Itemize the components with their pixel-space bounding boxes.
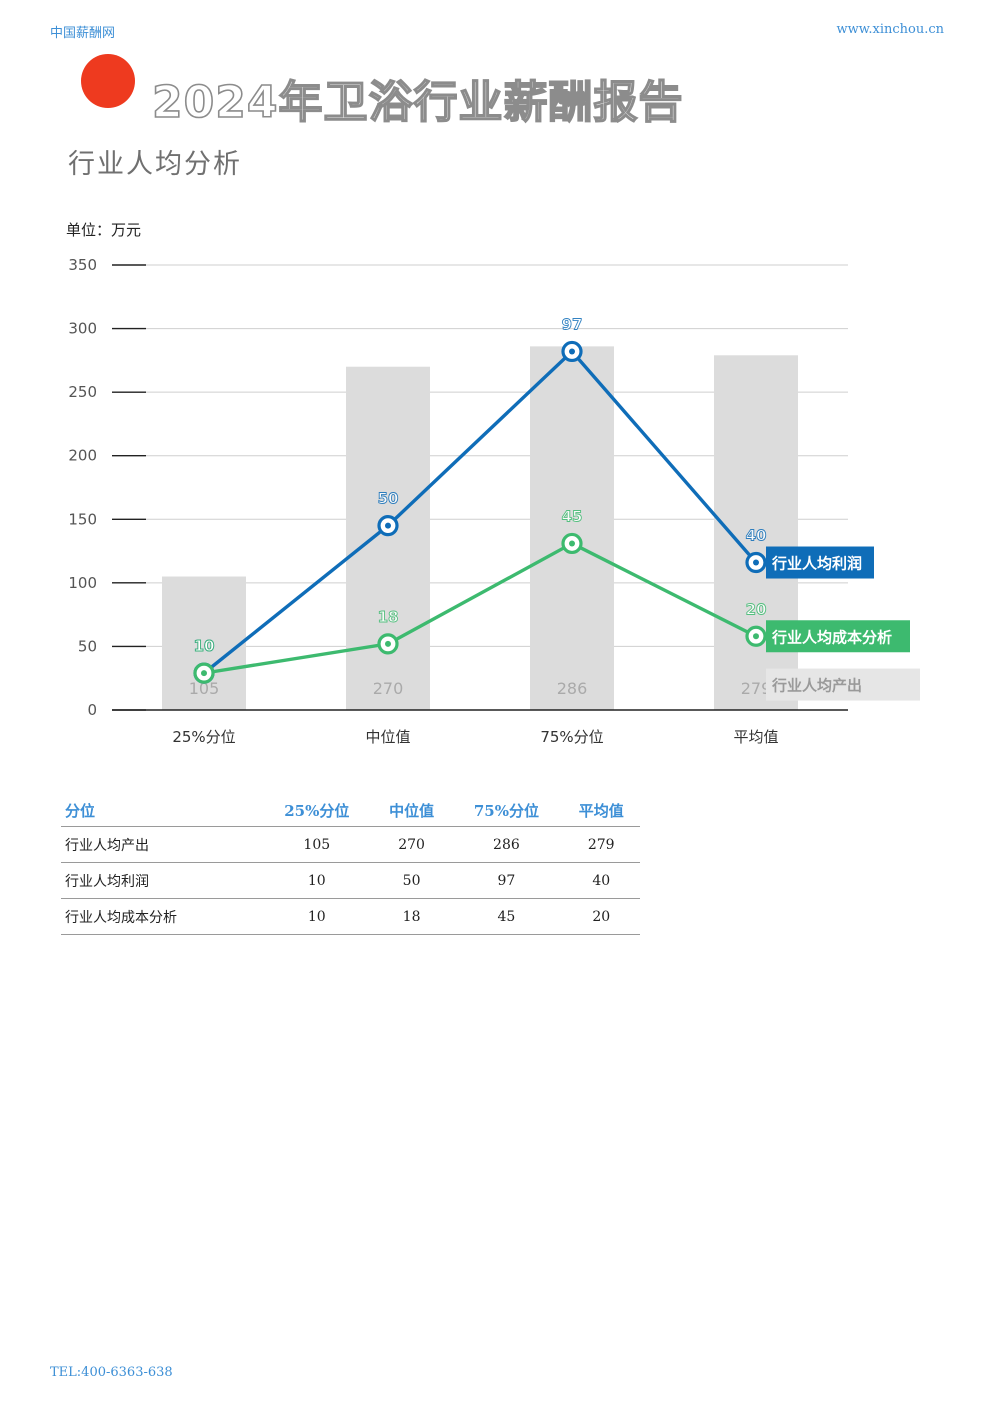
line-data-label: 10	[194, 637, 215, 655]
table-header-row: 分位 25%分位 中位值 75%分位 平均值	[61, 794, 640, 827]
table-cell: 97	[450, 862, 563, 899]
series-line	[202, 349, 758, 675]
bar-output	[530, 346, 614, 710]
line-data-label: 20	[746, 600, 767, 618]
table-cell: 10	[260, 898, 373, 935]
y-tick-label: 0	[87, 701, 97, 719]
bar-data-label: 286	[557, 679, 588, 698]
table-cell: 18	[372, 898, 451, 935]
combo-chart: 0 50 100 150 200 250 300 350 105 270 286 279 25%分位 中位…	[68, 256, 920, 746]
series-point-center	[753, 559, 759, 566]
bar-data-label: 105	[189, 679, 220, 698]
series-point-center	[385, 522, 391, 529]
table-cell: 286	[450, 826, 563, 863]
x-tick-label: 25%分位	[172, 728, 235, 746]
series-point-center	[753, 633, 759, 640]
table-header-cell: 25%分位	[260, 794, 373, 827]
series-point-center	[569, 540, 575, 547]
table-cell: 50	[372, 862, 451, 899]
section-subtitle: 行业人均分析	[68, 149, 242, 180]
y-tick-label: 350	[68, 256, 97, 274]
table-cell: 10	[260, 862, 373, 899]
site-name[interactable]: 中国薪酬网	[50, 26, 116, 41]
legend-tag-label: 行业人均成本分析	[771, 628, 892, 646]
table-header-cell: 中位值	[372, 794, 451, 827]
table-cell: 105	[260, 826, 373, 863]
bar-output	[162, 576, 246, 710]
line-data-label: 45	[562, 507, 583, 525]
series-line	[203, 541, 757, 675]
y-tick-label: 250	[68, 383, 97, 401]
bar-data-label: 270	[373, 679, 404, 698]
table-cell: 279	[562, 826, 640, 863]
table-cell: 行业人均利润	[61, 862, 261, 899]
table-cell: 45	[450, 898, 563, 935]
legend-tag-box	[766, 620, 910, 653]
page-title: 2024年卫浴行业薪酬报告	[151, 76, 684, 129]
table-row: 行业人均利润 10 50 97 40	[61, 862, 640, 899]
bar-data-label: 279	[741, 679, 772, 698]
line-data-label: 50	[378, 490, 399, 508]
y-tick-label: 50	[78, 637, 97, 655]
x-tick-label: 75%分位	[540, 728, 603, 746]
line-data-label: 18	[378, 608, 399, 626]
table-cell: 行业人均产出	[61, 826, 261, 863]
site-url[interactable]: www.xinchou.cn	[836, 22, 944, 37]
table-row: 行业人均产出 105 270 286 279	[61, 826, 640, 863]
y-tick-label: 200	[68, 447, 97, 465]
line-data-label: 97	[562, 315, 583, 333]
line-data-label: 40	[746, 527, 767, 545]
legend-tag-box	[766, 546, 874, 579]
table-row: 行业人均成本分析 10 18 45 20	[61, 898, 640, 935]
data-table: 分位 25%分位 中位值 75%分位 平均值 行业人均产出 105 270 28…	[61, 794, 640, 935]
x-tick-label: 平均值	[733, 728, 778, 746]
y-tick-label: 150	[68, 510, 97, 528]
legend-tag-label: 行业人均利润	[771, 555, 862, 573]
y-tick-label: 100	[68, 574, 97, 592]
line-data-label: 10	[194, 637, 215, 655]
table-header-cell: 分位	[61, 794, 261, 827]
y-tick-label: 300	[68, 320, 97, 338]
bar-output	[346, 366, 430, 710]
series-point-center	[569, 348, 575, 355]
legend-tag-label: 行业人均产出	[771, 677, 862, 695]
table-cell: 270	[372, 826, 451, 863]
table-cell: 行业人均成本分析	[61, 898, 261, 935]
series-point-center	[385, 640, 391, 647]
title-dot-icon	[81, 54, 135, 108]
x-tick-label: 中位值	[365, 728, 410, 746]
series-point-center	[201, 670, 207, 677]
table-cell: 20	[562, 898, 640, 935]
table-cell: 40	[562, 862, 640, 899]
footer-tel: TEL:400-6363-638	[50, 1365, 173, 1380]
unit-label: 单位：万元	[66, 221, 142, 239]
table-header-cell: 平均值	[562, 794, 640, 827]
legend-tag-box	[766, 668, 920, 701]
table-header-cell: 75%分位	[450, 794, 563, 827]
